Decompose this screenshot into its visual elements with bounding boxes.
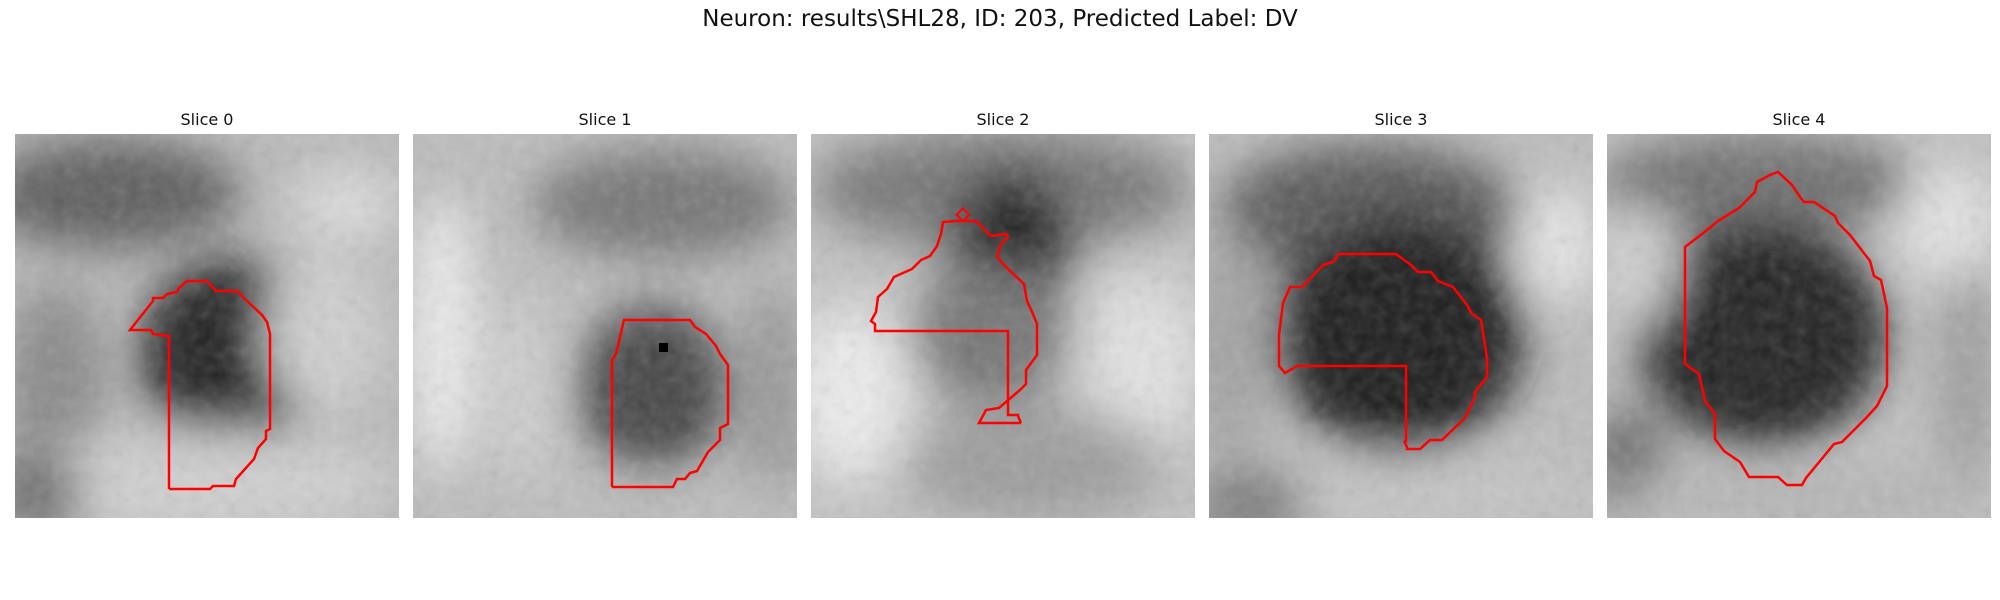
slice-image-1: [413, 134, 797, 518]
slice-panel-3: Slice 3: [1209, 100, 1593, 530]
slice-title-4: Slice 4: [1772, 110, 1826, 129]
slice-panel-4: Slice 4: [1607, 100, 1991, 530]
slice-image-3: [1209, 134, 1593, 518]
slice-image-0: [15, 134, 399, 518]
slice-panel-2: Slice 2: [811, 100, 1195, 530]
slice-panel-1: Slice 1: [413, 100, 797, 530]
slice-image-4: [1607, 134, 1991, 518]
slice-image-2: [811, 134, 1195, 518]
contour-3: [1277, 252, 1489, 451]
contour-4: [1683, 170, 1889, 487]
slice-title-3: Slice 3: [1374, 110, 1428, 129]
contour-0: [127, 279, 272, 491]
slice-title-2: Slice 2: [976, 110, 1030, 129]
figure-title: Neuron: results\SHL28, ID: 203, Predicte…: [702, 6, 1298, 32]
contour-2: [869, 219, 1039, 425]
contour-1: [610, 318, 730, 489]
slice-panel-0: Slice 0: [15, 100, 399, 530]
slice-title-1: Slice 1: [578, 110, 632, 129]
slice-title-0: Slice 0: [180, 110, 234, 129]
